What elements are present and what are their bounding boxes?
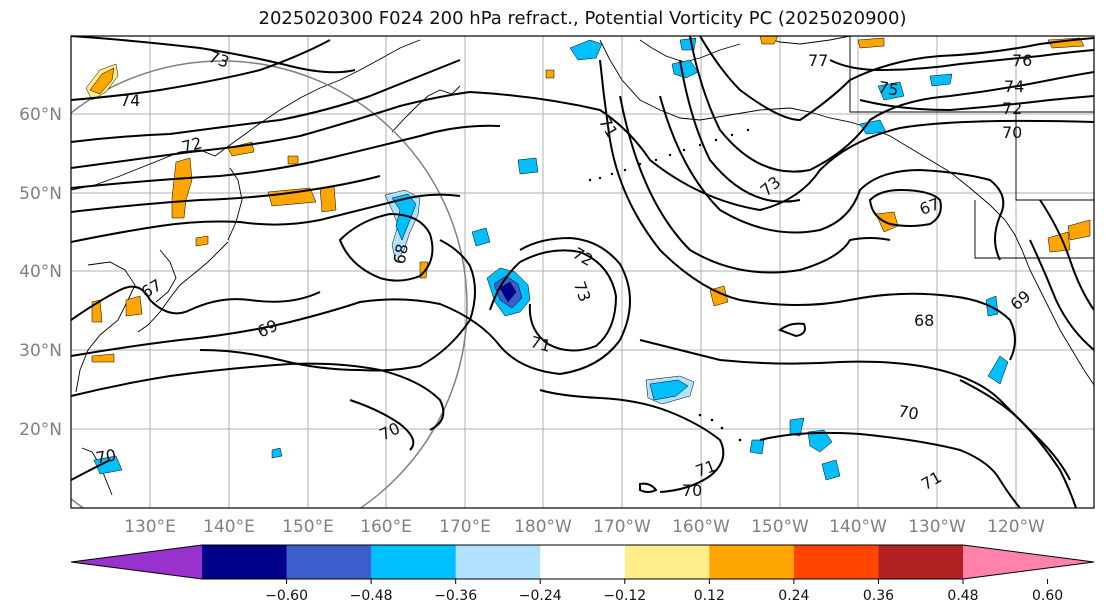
contour-label: 70 <box>897 401 920 423</box>
colorbar-extend-low <box>71 545 202 579</box>
colorbar-segment <box>455 545 541 579</box>
lon-label: 130°W <box>908 517 966 537</box>
colorbar-tick-label: 0.48 <box>947 588 978 601</box>
colorbar-tick-label: −0.12 <box>603 588 646 601</box>
colorbar-tick-label: 0.36 <box>863 588 894 601</box>
colorbar-segment <box>286 545 372 579</box>
contour-label: 74 <box>1004 77 1024 96</box>
coastlines <box>71 36 1094 496</box>
contour-label: 71 <box>528 332 553 356</box>
contour-label: 76 <box>1012 51 1032 70</box>
lat-label: 40°N <box>19 262 62 282</box>
contour-label: 68 <box>390 242 412 265</box>
lon-label: 140°E <box>203 517 255 537</box>
latitude-labels: 60°N 50°N 40°N 30°N 20°N <box>19 105 62 440</box>
lon-label: 120°W <box>987 517 1045 537</box>
contour-label: 70 <box>682 481 702 500</box>
contour-label: 74 <box>120 91 140 110</box>
colorbar-tick-label: 0.60 <box>1032 588 1063 601</box>
plot-title: 2025020300 F024 200 hPa refract., Potent… <box>258 8 907 29</box>
colorbar-tick-label: 0.12 <box>694 588 725 601</box>
reference-circle <box>71 60 468 508</box>
contours <box>71 36 1094 508</box>
contour-label: 72 <box>1002 99 1022 118</box>
map-frame <box>70 35 1095 509</box>
lat-label: 50°N <box>19 184 62 204</box>
lat-label: 60°N <box>19 105 62 125</box>
gridlines <box>71 36 1094 508</box>
colorbar-segment <box>624 545 710 579</box>
lon-label: 150°W <box>751 517 809 537</box>
contour-label: 68 <box>914 311 934 330</box>
lon-label: 150°E <box>282 517 334 537</box>
colorbar-segment <box>878 545 964 579</box>
contour-label: 75 <box>877 77 900 99</box>
colorbar-tick-label: −0.36 <box>434 588 477 601</box>
contour-label: 72 <box>180 133 205 157</box>
colorbar-outline <box>70 544 1095 580</box>
lon-label: 180°W <box>514 517 572 537</box>
lon-label: 170°W <box>593 517 651 537</box>
contour-label: 70 <box>94 445 117 467</box>
lon-label: 170°E <box>439 517 491 537</box>
colorbar-segment <box>709 545 795 579</box>
lon-label: 130°E <box>124 517 176 537</box>
colorbar: −0.60 −0.48 −0.36 −0.24 −0.12 0.12 0.24 0.36 0.4… <box>70 544 1095 601</box>
colorbar-segment <box>371 545 457 579</box>
colorbar-extend-high <box>963 545 1094 579</box>
colorbar-segment <box>793 545 879 579</box>
longitude-labels: 130°E 140°E 150°E 160°E 170°E 180°W 170°… <box>124 517 1045 537</box>
contour-label: 77 <box>808 51 828 70</box>
lon-label: 160°E <box>360 517 412 537</box>
contour-label: 70 <box>1002 123 1022 142</box>
colorbar-tick-label: 0.24 <box>778 588 809 601</box>
lon-label: 140°W <box>829 517 887 537</box>
island-chain <box>588 128 758 448</box>
colorbar-tick-label: −0.60 <box>265 588 308 601</box>
colorbar-segment <box>540 545 626 579</box>
lat-label: 30°N <box>19 341 62 361</box>
lat-label: 20°N <box>19 420 62 440</box>
lon-label: 160°W <box>672 517 730 537</box>
colorbar-segment <box>202 545 288 579</box>
pv-negative-patches <box>93 37 1009 481</box>
colorbar-tick-label: −0.48 <box>350 588 393 601</box>
map-content: 73 74 72 68 67 69 70 71 72 73 71 70 70 7… <box>71 36 1094 508</box>
colorbar-tick-label: −0.24 <box>519 588 562 601</box>
